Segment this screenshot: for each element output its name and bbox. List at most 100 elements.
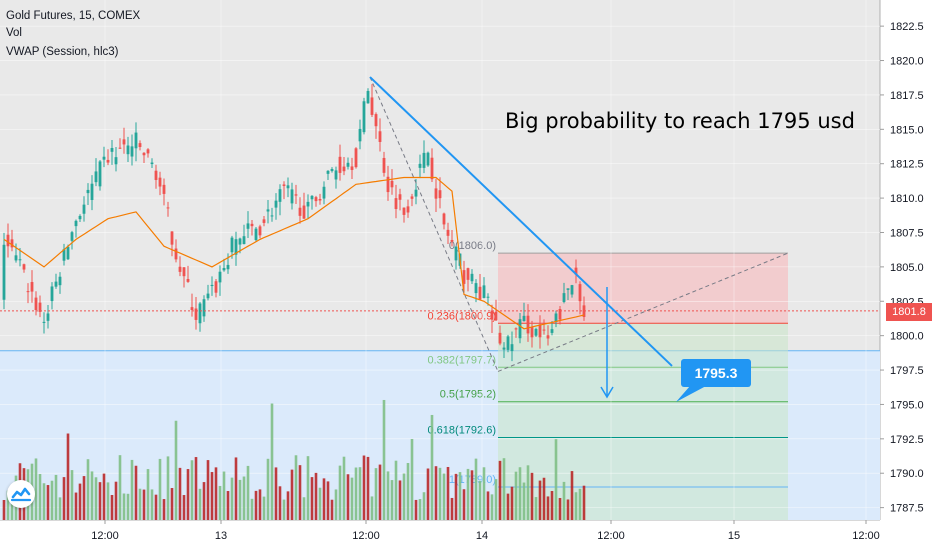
y-tick-label: 1817.5 (890, 90, 924, 102)
candle-body (342, 166, 346, 172)
volume-bar (382, 399, 386, 520)
candle-body (550, 329, 554, 333)
volume-bar (210, 472, 214, 520)
candle-body (250, 223, 254, 227)
candle-body (578, 284, 582, 302)
candle-body (30, 282, 34, 292)
tradingview-logo-icon (7, 480, 35, 508)
candle-body (174, 248, 178, 260)
fib-level-label: 0.382(1797.7) (428, 354, 497, 366)
volume-bar (102, 473, 106, 520)
candle-body (102, 156, 106, 160)
x-tick-label: 12:00 (91, 530, 119, 542)
volume-bar (94, 477, 98, 520)
volume-bar (414, 499, 418, 520)
candle-body (310, 195, 314, 200)
volume-bar (418, 499, 422, 520)
y-tick-label: 1795.0 (890, 399, 924, 411)
volume-bar (550, 490, 554, 520)
candle-body (86, 189, 90, 194)
volume-bar (322, 478, 326, 520)
vwap-line (3, 176, 585, 330)
y-tick-label: 1787.5 (890, 503, 924, 515)
volume-bar (374, 468, 378, 520)
volume-bar (194, 457, 198, 520)
x-tick-label: 12:00 (352, 530, 380, 542)
volume-bar (150, 489, 154, 520)
volume-bar (522, 482, 526, 520)
candle-body (234, 239, 238, 255)
y-tick-label: 1800.0 (890, 331, 924, 343)
volume-bar (146, 469, 150, 520)
volume-bar (134, 465, 138, 520)
fib-level-label: 0.618(1792.6) (428, 424, 497, 436)
position-diagonal-line (497, 252, 789, 372)
volume-bar (406, 463, 410, 520)
candle-body (170, 231, 174, 245)
volume-bar (154, 494, 158, 520)
volume-bar (326, 481, 330, 520)
candle-body (314, 197, 318, 202)
volume-bar (518, 467, 522, 520)
volume-bar (526, 465, 530, 520)
volume-bar (78, 483, 82, 520)
candle-body (106, 159, 110, 163)
candle-body (338, 156, 342, 173)
y-tick-label: 1810.0 (890, 193, 924, 205)
volume-bar (34, 458, 38, 520)
chart-annotation-text: Big probability to reach 1795 usd (505, 109, 855, 133)
volume-bar (378, 464, 382, 520)
candle-body (218, 271, 222, 283)
volume-bar (562, 481, 566, 520)
candle-body (290, 189, 294, 204)
candle-body (510, 344, 514, 352)
volume-bar (566, 499, 570, 520)
candle-body (210, 284, 214, 287)
volume-bar (582, 485, 586, 520)
volume-bar (254, 490, 258, 520)
volume-bar (578, 488, 582, 520)
candle-body (334, 170, 338, 180)
candle-body (18, 259, 22, 261)
stop-loss-zone (498, 253, 788, 324)
volume-bar (354, 467, 358, 520)
candle-body (410, 196, 414, 199)
volume-bar (506, 493, 510, 520)
candle-body (514, 328, 518, 330)
volume-bar (554, 439, 558, 520)
candle-body (254, 228, 258, 241)
candle-body (558, 308, 562, 320)
volume-bar (242, 476, 246, 520)
candle-body (402, 207, 406, 215)
volume-bar (398, 480, 402, 520)
volume-bar (454, 473, 458, 520)
volume-bar (458, 472, 462, 520)
candle-body (230, 237, 234, 253)
volume-bar (478, 480, 482, 520)
target-price-callout: 1795.3 (681, 359, 751, 387)
volume-bar (6, 490, 10, 520)
candle-body (298, 207, 302, 216)
volume-bar (90, 471, 94, 520)
candle-body (498, 332, 502, 344)
volume-bar (450, 497, 454, 520)
fib-level-label: 0.236(1800.9) (428, 310, 497, 322)
volume-bar (170, 488, 174, 520)
volume-bar (2, 499, 6, 520)
volume-bar (38, 474, 42, 520)
volume-bar (482, 467, 486, 520)
volume-bar (50, 480, 54, 520)
candle-body (118, 147, 122, 149)
volume-bar (462, 489, 466, 520)
fib-level-label: 0.5(1795.2) (440, 389, 496, 401)
candle-body (446, 229, 450, 236)
volume-bar (286, 491, 290, 520)
volume-bar (42, 483, 46, 520)
volume-bar (534, 497, 538, 520)
candle-body (222, 268, 226, 271)
y-tick-label: 1790.0 (890, 468, 924, 480)
volume-bar (214, 467, 218, 520)
candle-body (574, 267, 578, 275)
volume-bar (390, 480, 394, 520)
